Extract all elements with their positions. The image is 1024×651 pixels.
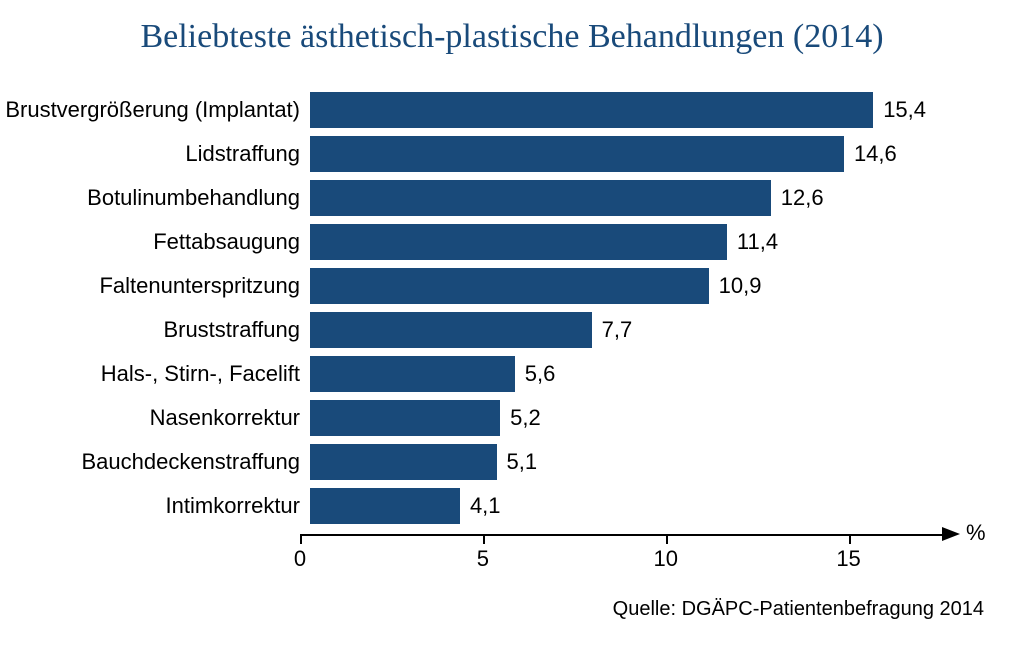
category-label: Fettabsaugung <box>0 229 310 255</box>
bar <box>310 400 500 436</box>
value-label: 14,6 <box>844 132 897 176</box>
bar <box>310 92 873 128</box>
bar <box>310 356 515 392</box>
bar-row: Lidstraffung 14,6 <box>0 132 1024 176</box>
bar-track: 4,1 <box>310 484 950 528</box>
axis-arrow-icon <box>942 527 960 541</box>
bar-row: Botulinumbehandlung 12,6 <box>0 176 1024 220</box>
value-label: 11,4 <box>727 220 778 264</box>
category-label: Lidstraffung <box>0 141 310 167</box>
source-line: Quelle: DGÄPC-Patientenbefragung 2014 <box>613 598 984 621</box>
axis-tick <box>300 534 302 544</box>
category-label: Nasenkorrektur <box>0 405 310 431</box>
bar <box>310 180 771 216</box>
bar-track: 15,4 <box>310 88 950 132</box>
bar <box>310 312 592 348</box>
category-label: Brustvergrößerung (Implantat) <box>0 97 310 123</box>
axis-tick <box>483 534 485 544</box>
value-label: 15,4 <box>873 88 926 132</box>
axis-tick-label: 0 <box>294 546 306 572</box>
value-label: 5,1 <box>497 440 538 484</box>
bar-row: Fettabsaugung 11,4 <box>0 220 1024 264</box>
bar-row: Bauchdeckenstraffung 5,1 <box>0 440 1024 484</box>
category-label: Intimkorrektur <box>0 493 310 519</box>
value-label: 5,2 <box>500 396 541 440</box>
axis-tick <box>666 534 668 544</box>
value-label: 4,1 <box>460 484 501 528</box>
bar-track: 12,6 <box>310 176 950 220</box>
chart-container: { "chart": { "type": "bar-horizontal", "… <box>0 0 1024 651</box>
axis-tick-label: 10 <box>653 546 677 572</box>
bar <box>310 224 727 260</box>
axis-unit-label: % <box>966 520 986 546</box>
category-label: Bauchdeckenstraffung <box>0 449 310 475</box>
value-label: 10,9 <box>709 264 762 308</box>
bar-row: Bruststraffung 7,7 <box>0 308 1024 352</box>
bar-row: Nasenkorrektur 5,2 <box>0 396 1024 440</box>
bar-track: 5,6 <box>310 352 950 396</box>
bar <box>310 488 460 524</box>
bars-area: Brustvergrößerung (Implantat)15,4Lidstra… <box>0 88 1024 528</box>
category-label: Faltenunterspritzung <box>0 273 310 299</box>
category-label: Botulinumbehandlung <box>0 185 310 211</box>
bar-track: 5,2 <box>310 396 950 440</box>
value-label: 12,6 <box>771 176 824 220</box>
bar <box>310 136 844 172</box>
bar-row: Faltenunterspritzung 10,9 <box>0 264 1024 308</box>
bar-track: 7,7 <box>310 308 950 352</box>
bar-track: 5,1 <box>310 440 950 484</box>
bar-row: Hals-, Stirn-, Facelift 5,6 <box>0 352 1024 396</box>
category-label: Hals-, Stirn-, Facelift <box>0 361 310 387</box>
bar-track: 11,4 <box>310 220 950 264</box>
bar <box>310 444 497 480</box>
axis-tick <box>849 534 851 544</box>
bar <box>310 268 709 304</box>
bar-track: 14,6 <box>310 132 950 176</box>
value-label: 7,7 <box>592 308 633 352</box>
bar-row: Intimkorrektur 4,1 <box>0 484 1024 528</box>
axis-line <box>300 534 944 536</box>
chart-title: Beliebteste ästhetisch-plastische Behand… <box>0 18 1024 56</box>
category-label: Bruststraffung <box>0 317 310 343</box>
value-label: 5,6 <box>515 352 556 396</box>
axis-tick-label: 15 <box>836 546 860 572</box>
bar-track: 10,9 <box>310 264 950 308</box>
axis-tick-label: 5 <box>477 546 489 572</box>
bar-row: Brustvergrößerung (Implantat) 15,4 <box>0 88 1024 132</box>
